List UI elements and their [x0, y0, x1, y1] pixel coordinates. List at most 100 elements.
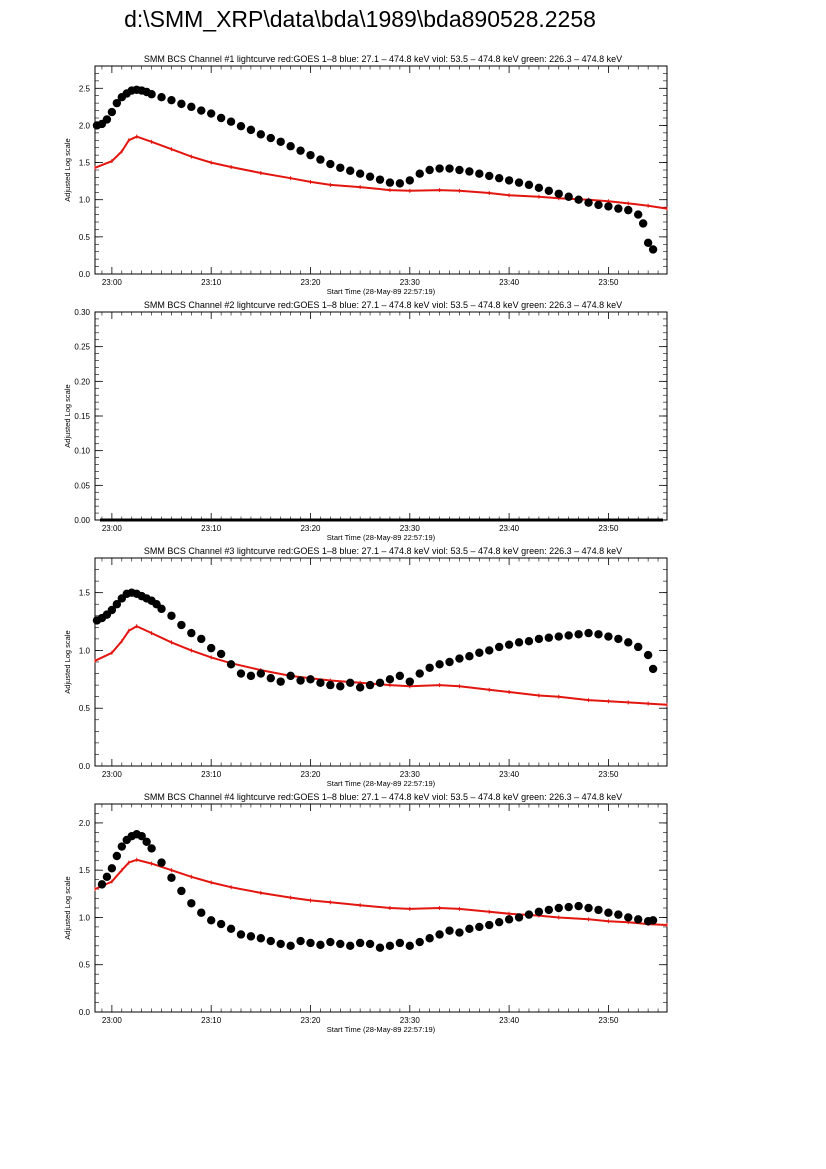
data-point [355, 169, 365, 178]
data-point [604, 202, 613, 211]
x-tick-label: 23:30 [400, 770, 421, 779]
y-axis-label: Adjusted Log scale [63, 384, 72, 447]
x-tick-label: 23:50 [598, 1016, 619, 1025]
x-tick-label: 23:10 [201, 1016, 222, 1025]
data-point [405, 941, 414, 951]
data-point [187, 899, 196, 908]
data-point [112, 851, 122, 861]
data-point [375, 943, 385, 952]
y-tick-label: 2.0 [79, 121, 91, 130]
chart-title: SMM BCS Channel #3 lightcurve red:GOES 1… [144, 546, 622, 556]
chart-panel-channel-3: SMM BCS Channel #3 lightcurve red:GOES 1… [0, 544, 826, 794]
data-point [97, 880, 107, 889]
data-point [504, 176, 514, 185]
data-point [117, 842, 127, 851]
data-point [365, 172, 375, 181]
y-tick-label: 0.05 [74, 481, 90, 490]
data-point [415, 169, 424, 178]
data-point [316, 940, 325, 950]
data-point [564, 902, 573, 912]
data-point [514, 913, 524, 922]
y-tick-label: 0.5 [79, 961, 91, 970]
x-tick-label: 23:00 [102, 770, 123, 779]
data-point [504, 640, 514, 649]
data-point [534, 183, 544, 193]
data-point [584, 198, 593, 207]
x-axis-label: Start Time (28-May-89 22:57:19) [327, 1025, 436, 1034]
data-point [256, 669, 266, 678]
data-point [286, 671, 295, 681]
x-tick-label: 23:50 [598, 770, 619, 779]
data-point [246, 671, 256, 681]
data-point [405, 677, 414, 686]
data-point [425, 165, 434, 175]
y-tick-label: 0.5 [79, 704, 91, 713]
y-axis-label: Adjusted Log scale [63, 138, 72, 201]
y-tick-label: 0.15 [74, 412, 90, 421]
data-point [385, 178, 395, 187]
data-point [465, 924, 474, 933]
x-tick-label: 23:40 [499, 1016, 520, 1025]
data-point [306, 150, 315, 160]
data-point [465, 652, 474, 661]
data-point [326, 680, 335, 690]
data-point [445, 657, 454, 667]
data-point [564, 631, 573, 640]
data-point [534, 907, 544, 916]
data-point [157, 93, 166, 102]
data-point [375, 678, 385, 687]
data-point [276, 939, 285, 949]
x-tick-label: 23:30 [400, 1016, 421, 1025]
data-point [336, 163, 345, 172]
data-point [147, 844, 156, 853]
data-point [187, 628, 196, 638]
x-tick-label: 23:00 [102, 278, 123, 287]
data-point [415, 669, 424, 678]
plot-frame [94, 557, 668, 767]
data-point [524, 180, 534, 190]
data-point [102, 115, 112, 124]
data-point [395, 179, 405, 188]
data-point [435, 164, 444, 173]
series-1 [97, 830, 658, 952]
data-point [485, 920, 494, 930]
chart-channel-2: SMM BCS Channel #2 lightcurve red:GOES 1… [63, 300, 668, 542]
data-point [355, 938, 365, 948]
y-tick-label: 0.10 [74, 447, 90, 456]
data-point [276, 677, 285, 686]
data-point [465, 167, 474, 176]
x-tick-label: 23:50 [598, 524, 619, 533]
data-point [112, 98, 122, 108]
series-line [94, 135, 668, 210]
data-point [296, 676, 305, 685]
data-point [614, 634, 623, 644]
data-point [365, 939, 375, 949]
data-point [326, 159, 335, 169]
chart-title: SMM BCS Channel #4 lightcurve red:GOES 1… [144, 792, 622, 802]
data-point [157, 604, 166, 614]
data-point [643, 650, 653, 660]
data-point [137, 831, 146, 841]
data-point [107, 605, 117, 615]
data-point [514, 178, 524, 187]
data-point [326, 937, 335, 947]
data-point [445, 164, 454, 173]
x-tick-label: 23:10 [201, 278, 222, 287]
y-tick-label: 2.0 [79, 819, 91, 828]
data-point [286, 941, 295, 951]
data-point [187, 102, 196, 112]
chart-panel-channel-2: SMM BCS Channel #2 lightcurve red:GOES 1… [0, 298, 826, 548]
data-point [604, 632, 613, 641]
x-tick-label: 23:00 [102, 524, 123, 533]
y-axis-label: Adjusted Log scale [63, 630, 72, 693]
data-point [494, 173, 504, 183]
data-point [395, 938, 405, 948]
y-tick-label: 1.5 [79, 589, 91, 598]
data-point [485, 646, 494, 655]
data-point [316, 155, 325, 164]
data-point [226, 924, 236, 933]
data-point [306, 938, 315, 948]
x-tick-label: 23:10 [201, 770, 222, 779]
series-1 [92, 85, 658, 254]
x-tick-label: 23:10 [201, 524, 222, 533]
